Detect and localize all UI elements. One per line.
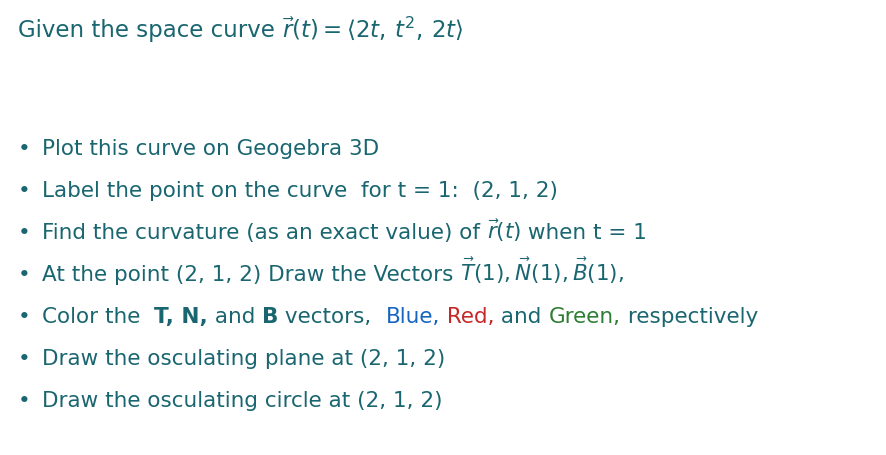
Text: Label the point on the curve  for t = 1:  (2, 1, 2): Label the point on the curve for t = 1: … [42,181,557,201]
Text: •: • [18,139,31,159]
Text: and: and [494,307,548,327]
Text: Given the space curve: Given the space curve [18,19,282,42]
Text: $\vec{T}(1), \vec{N}(1), \vec{B}(1),$: $\vec{T}(1), \vec{N}(1), \vec{B}(1),$ [460,256,624,286]
Text: •: • [18,391,31,411]
Text: Color the: Color the [42,307,154,327]
Text: $\vec{r}(t)$: $\vec{r}(t)$ [486,218,520,244]
Text: At the point (2, 1, 2) Draw the Vectors: At the point (2, 1, 2) Draw the Vectors [42,265,460,285]
Text: T, N,: T, N, [154,307,207,327]
Text: and: and [207,307,262,327]
Text: B: B [262,307,278,327]
Text: respectively: respectively [620,307,757,327]
Text: •: • [18,265,31,285]
Text: Draw the osculating plane at (2, 1, 2): Draw the osculating plane at (2, 1, 2) [42,349,445,369]
Text: Find the curvature (as an exact value) of: Find the curvature (as an exact value) o… [42,223,486,243]
Text: •: • [18,307,31,327]
Text: •: • [18,349,31,369]
Text: Draw the osculating circle at (2, 1, 2): Draw the osculating circle at (2, 1, 2) [42,391,442,411]
Text: Plot this curve on Geogebra 3D: Plot this curve on Geogebra 3D [42,139,378,159]
Text: •: • [18,181,31,201]
Text: vectors,: vectors, [278,307,385,327]
Text: Blue,: Blue, [385,307,439,327]
Text: $\vec{r}(t) = \langle 2t,\, t^2,\, 2t \rangle$: $\vec{r}(t) = \langle 2t,\, t^2,\, 2t \r… [282,15,463,42]
Text: •: • [18,223,31,243]
Text: when t = 1: when t = 1 [520,223,646,243]
Text: Red,: Red, [439,307,494,327]
Text: Green,: Green, [548,307,620,327]
